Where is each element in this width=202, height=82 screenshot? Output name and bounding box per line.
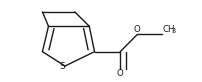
Text: O: O <box>117 69 124 78</box>
Text: 3: 3 <box>171 28 175 34</box>
Text: CH: CH <box>163 25 175 34</box>
Text: O: O <box>134 25 141 34</box>
Text: S: S <box>60 62 65 71</box>
